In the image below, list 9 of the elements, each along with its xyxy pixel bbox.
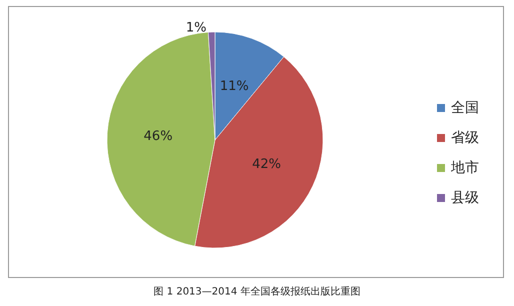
data-label: 46%	[144, 128, 173, 144]
legend-label: 地市	[450, 160, 479, 176]
legend-label: 全国	[451, 100, 479, 116]
legend-label: 省级	[451, 130, 479, 146]
data-label: 11%	[220, 78, 249, 94]
legend-label: 县级	[451, 190, 479, 206]
data-label: 42%	[252, 156, 282, 172]
text: 图 1 2013—2014 年全国各级报纸出版比重图	[154, 286, 360, 298]
data-label: 1%	[186, 20, 206, 36]
